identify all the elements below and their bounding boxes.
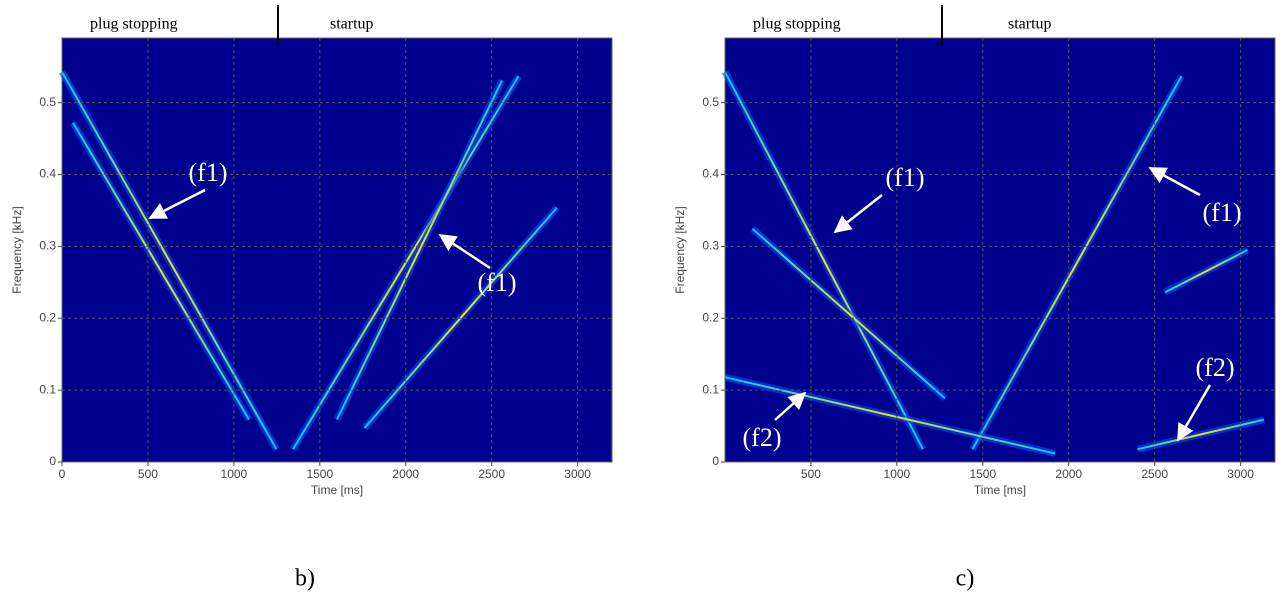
spectral-ridge xyxy=(61,71,278,450)
y-tick-label: 0.2 xyxy=(39,310,56,324)
spectral-ridge xyxy=(72,122,250,421)
x-tick-label: 2000 xyxy=(392,467,419,481)
y-tick-label: 0 xyxy=(49,454,56,468)
x-tick-label: 1500 xyxy=(969,467,996,481)
x-tick-label: 1500 xyxy=(306,467,333,481)
x-tick-label: 2500 xyxy=(1141,467,1168,481)
x-tick-label: 500 xyxy=(138,467,158,481)
spectral-ridge xyxy=(751,228,946,400)
y-tick-label: 0 xyxy=(712,454,719,468)
spectral-ridge xyxy=(724,71,924,450)
annotation: (f1) xyxy=(886,163,925,192)
y-tick-label: 0.3 xyxy=(702,239,719,253)
y-tick-label: 0.2 xyxy=(702,310,719,324)
phase-label: plug stopping xyxy=(90,16,178,33)
y-tick-label: 0.4 xyxy=(702,167,719,181)
phase-label: startup xyxy=(330,16,374,33)
phase-label: plug stopping xyxy=(753,16,841,33)
annotation: (f2) xyxy=(1196,353,1235,382)
y-tick-label: 0.3 xyxy=(39,239,56,253)
annotation-arrow xyxy=(438,233,491,270)
x-tick-label: 1000 xyxy=(884,467,911,481)
y-tick-label: 0.5 xyxy=(39,95,56,109)
panel-caption: c) xyxy=(956,566,975,592)
phase-label: startup xyxy=(1008,16,1052,33)
plot-frame xyxy=(724,37,1276,463)
x-axis-label: Time [ms] xyxy=(974,483,1026,497)
x-tick-label: 2500 xyxy=(478,467,505,481)
annotation: (f1) xyxy=(189,158,228,187)
annotation-arrow xyxy=(774,391,807,421)
y-tick-label: 0.4 xyxy=(39,167,56,181)
spectral-ridge xyxy=(336,79,503,421)
x-tick-label: 3000 xyxy=(564,467,591,481)
annotation: (f2) xyxy=(743,423,782,452)
y-tick-label: 0.5 xyxy=(702,95,719,109)
x-tick-label: 0 xyxy=(59,467,66,481)
x-tick-label: 3000 xyxy=(1227,467,1254,481)
panel-caption: b) xyxy=(295,566,315,592)
y-tick-label: 0.1 xyxy=(702,382,719,396)
spectral-ridge xyxy=(1164,249,1248,294)
y-axis-label: Frequency [kHz] xyxy=(10,206,24,293)
annotation-arrow xyxy=(1176,384,1212,442)
y-tick-label: 0.1 xyxy=(39,382,56,396)
annotation-arrow xyxy=(1148,166,1201,197)
annotation-arrow xyxy=(148,188,206,220)
y-axis-label: Frequency [kHz] xyxy=(673,206,687,293)
annotation: (f1) xyxy=(478,268,517,297)
annotation: (f1) xyxy=(1203,198,1242,227)
x-tick-label: 1000 xyxy=(221,467,248,481)
x-axis-label: Time [ms] xyxy=(311,483,363,497)
annotation-arrow xyxy=(833,194,883,234)
x-tick-label: 2000 xyxy=(1055,467,1082,481)
spectral-ridge xyxy=(971,75,1183,450)
x-tick-label: 500 xyxy=(801,467,821,481)
plot-frame xyxy=(61,37,613,463)
spectral-ridge xyxy=(1137,418,1265,451)
